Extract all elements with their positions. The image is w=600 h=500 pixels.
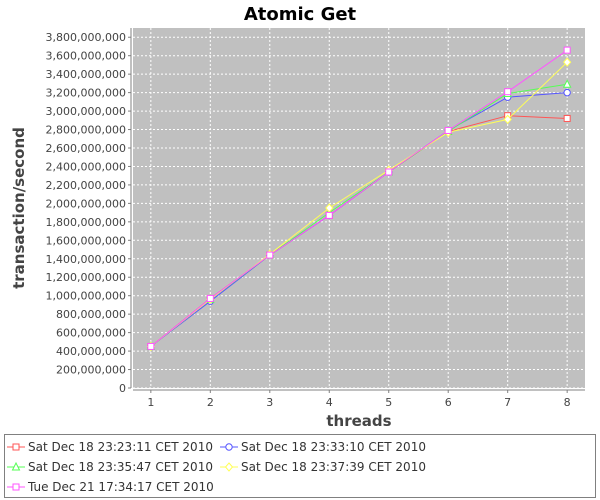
data-point [504,88,512,96]
data-point [224,462,234,472]
series-line [150,49,568,347]
x-tick-label: 8 [564,396,571,409]
data-point [147,342,155,350]
legend-label: Sat Dec 18 23:23:11 CET 2010 [28,440,213,454]
data-point [12,483,20,491]
data-point [266,251,274,259]
y-tick-label: 3,600,000,000 [46,50,126,63]
x-tick-label: 1 [147,396,154,409]
data-point [11,461,21,471]
series-layer [146,46,572,352]
legend-swatch [220,443,238,451]
y-tick-label: 200,000,000 [56,364,126,377]
legend-swatch [7,483,25,491]
y-tick-label: 0 [119,382,126,395]
y-tick-label: 1,200,000,000 [46,271,126,284]
legend-item: Tue Dec 21 17:34:17 CET 2010 [7,478,214,496]
legend-swatch [7,461,25,471]
y-tick-label: 800,000,000 [56,308,126,321]
data-point [325,211,333,219]
y-tick-label: 1,000,000,000 [46,290,126,303]
data-point [225,443,233,451]
legend-label: Sat Dec 18 23:37:39 CET 2010 [241,460,426,474]
y-tick-label: 600,000,000 [56,327,126,340]
data-point [563,114,571,122]
legend-item: Sat Dec 18 23:37:39 CET 2010 [220,458,426,476]
legend-label: Sat Dec 18 23:35:47 CET 2010 [28,460,213,474]
data-point [206,294,214,302]
y-tick-label: 2,600,000,000 [46,142,126,155]
y-tick-label: 2,200,000,000 [46,179,126,192]
x-tick-label: 4 [326,396,333,409]
y-tick-label: 2,000,000,000 [46,197,126,210]
y-tick-label: 400,000,000 [56,345,126,358]
data-point [503,114,512,125]
legend-swatch [220,462,238,472]
series-5 [147,46,571,350]
legend-item: Sat Dec 18 23:23:11 CET 2010 [7,438,213,456]
y-tick-label: 3,400,000,000 [46,68,126,81]
x-tick-label: 3 [266,396,273,409]
data-point [562,57,572,67]
x-tick-label: 2 [207,396,214,409]
y-tick-label: 3,200,000,000 [46,87,126,100]
legend-label: Sat Dec 18 23:33:10 CET 2010 [241,440,426,454]
y-tick-label: 1,600,000,000 [46,234,126,247]
legend-label: Tue Dec 21 17:34:17 CET 2010 [28,480,214,494]
legend-item: Sat Dec 18 23:35:47 CET 2010 [7,458,213,476]
data-point [563,88,571,97]
y-axis-label: transaction/second [10,127,28,289]
x-tick-label: 5 [385,396,392,409]
data-point [12,443,20,451]
data-point [563,46,571,54]
x-axis-label: threads [326,412,391,430]
x-tick-label: 7 [504,396,511,409]
y-tick-label: 3,000,000,000 [46,105,126,118]
chart-title: Atomic Get [244,4,357,25]
y-tick-label: 2,800,000,000 [46,124,126,137]
legend-swatch [7,443,25,451]
plot-area [133,28,585,388]
y-tick-label: 2,400,000,000 [46,160,126,173]
y-tick-label: 1,800,000,000 [46,216,126,229]
y-axis-ticks: 0 200,000,000 400,000,000 600,000,000 800,00… [46,31,131,395]
data-point [385,168,393,176]
data-point [444,126,452,134]
x-axis-ticks: 1 2 3 4 5 6 7 8 [147,390,571,409]
data-point [562,79,572,88]
legend-item: Sat Dec 18 23:33:10 CET 2010 [220,438,426,456]
legend: Sat Dec 18 23:23:11 CET 2010 Sat Dec 18 2… [4,434,596,498]
x-tick-label: 6 [445,396,452,409]
y-tick-label: 3,800,000,000 [46,31,126,44]
y-tick-label: 1,400,000,000 [46,253,126,266]
